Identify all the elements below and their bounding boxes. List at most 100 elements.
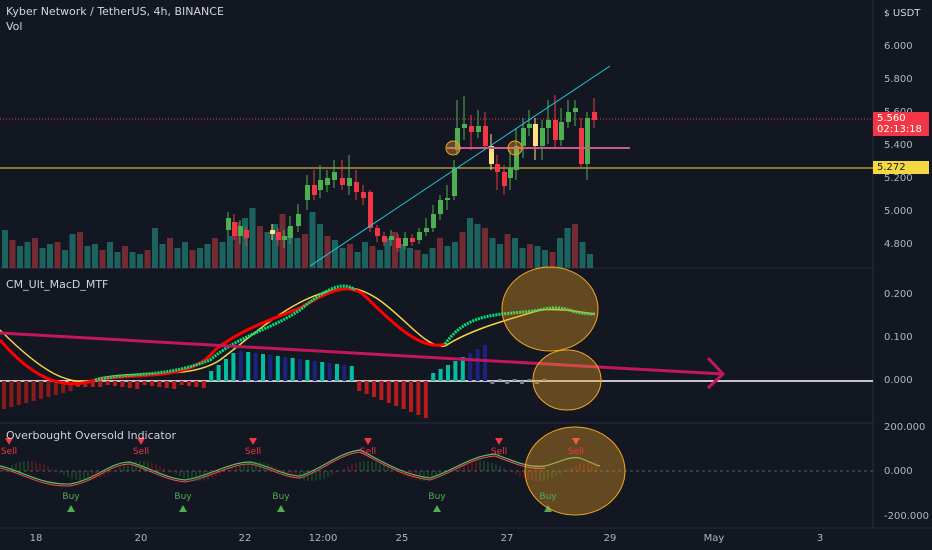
candle-body (438, 200, 443, 214)
last-price-value: 5.560 (877, 113, 906, 124)
volume-bar (467, 218, 473, 268)
volume-bar (414, 250, 421, 268)
volume-bar (489, 238, 496, 268)
candle-body (270, 230, 275, 234)
annotation-circle (501, 266, 599, 352)
candle-body (553, 120, 558, 140)
volume-bar (129, 252, 136, 268)
candle-body (382, 236, 387, 242)
volume-bar (339, 248, 346, 268)
macd-histogram-bar (142, 381, 147, 385)
volume-bar (39, 248, 46, 268)
macd-histogram-bar (275, 356, 280, 381)
macd-histogram-bar (246, 352, 251, 381)
volume-bar (167, 238, 173, 268)
volume-bar (99, 250, 106, 268)
volume-bar (452, 242, 458, 268)
currency-label: USDT (892, 8, 921, 19)
annotation-circle (532, 349, 602, 411)
macd-histogram-bar (542, 379, 547, 381)
osc-line-red (0, 451, 546, 487)
volume-bar (114, 252, 121, 268)
macd-histogram-bar (290, 358, 295, 381)
macd-histogram-bar (460, 357, 465, 381)
time-tick: 22 (238, 533, 252, 544)
currency-selector[interactable]: $ USDT (884, 8, 920, 19)
macd-histogram-bar (68, 381, 73, 391)
volume-bar (249, 208, 256, 268)
volume-bar (272, 224, 278, 268)
sell-arrow-icon (5, 438, 13, 445)
time-tick: May (703, 533, 725, 544)
candle-body (340, 178, 345, 185)
volume-bar (384, 238, 391, 268)
volume-bar (444, 246, 451, 268)
macd-histogram-bar (268, 355, 273, 381)
macd-histogram-bar (298, 359, 302, 381)
time-tick: 18 (29, 533, 43, 544)
macd-histogram-bar (409, 381, 413, 412)
volume-bar (182, 242, 188, 268)
volume-bar (309, 212, 316, 268)
macd-histogram-bar (209, 371, 214, 381)
sell-arrow-icon (495, 438, 503, 445)
volume-bar (69, 234, 76, 268)
candle-body (354, 182, 359, 192)
macd-histogram-bar (164, 381, 169, 388)
price-tick: 6.000 (884, 41, 913, 52)
annotation-circle (445, 140, 461, 156)
buy-arrow-icon (67, 505, 75, 512)
candle-body (462, 124, 467, 128)
oscillator-title: Overbought Oversold Indicator (6, 429, 176, 442)
candle-body (318, 180, 323, 190)
level-price-badge: 5.272 (873, 161, 929, 174)
sell-arrow-icon (572, 438, 580, 445)
macd-histogram-bar (505, 381, 510, 384)
candle-body (325, 178, 330, 185)
macd-histogram-bar (349, 366, 354, 381)
macd-histogram-bar (283, 357, 288, 381)
candle-body (546, 120, 551, 128)
volume-bar (159, 244, 166, 268)
macd-histogram-bar (446, 365, 450, 381)
macd-trend-arrowhead (706, 356, 726, 390)
macd-line-green (94, 284, 356, 382)
macd-histogram-bar (423, 381, 428, 418)
volume-bar (587, 254, 593, 268)
volume-bar (279, 214, 286, 268)
candle-body (296, 214, 301, 226)
candle-body (424, 228, 429, 232)
sell-arrow-icon (137, 438, 145, 445)
candle-body (585, 118, 590, 164)
macd-histogram-bar (231, 353, 236, 381)
macd-histogram-bar (527, 379, 532, 381)
volume-bar (399, 244, 406, 268)
macd-histogram-bar (224, 359, 228, 381)
candle-body (361, 192, 366, 198)
symbol-title: Kyber Network / TetherUS, 4h, BINANCE (6, 5, 224, 18)
volume-bar (474, 224, 481, 268)
candle-body (521, 128, 526, 146)
buy-arrow-icon (433, 505, 441, 512)
macd-histogram-bar (16, 381, 21, 405)
candle-body (368, 192, 373, 228)
volume-bar (429, 248, 436, 268)
candle-body (495, 164, 500, 172)
volume-bar (9, 240, 16, 268)
candle-body (238, 226, 243, 236)
volume-bar (422, 254, 428, 268)
candle-body (396, 238, 401, 248)
sell-signal-label: Sell (490, 447, 508, 457)
candle-body (445, 198, 450, 200)
volume-bar (257, 226, 263, 268)
candle-body (410, 238, 415, 242)
time-tick: 3 (816, 533, 824, 544)
volume-bar (579, 242, 586, 268)
candle-body (483, 126, 488, 146)
macd-histogram-bar (305, 360, 310, 381)
macd-histogram-bar (312, 361, 317, 381)
sell-signal-label: Sell (359, 447, 377, 457)
macd-histogram-bar (253, 353, 258, 381)
volume-bar (264, 232, 271, 268)
